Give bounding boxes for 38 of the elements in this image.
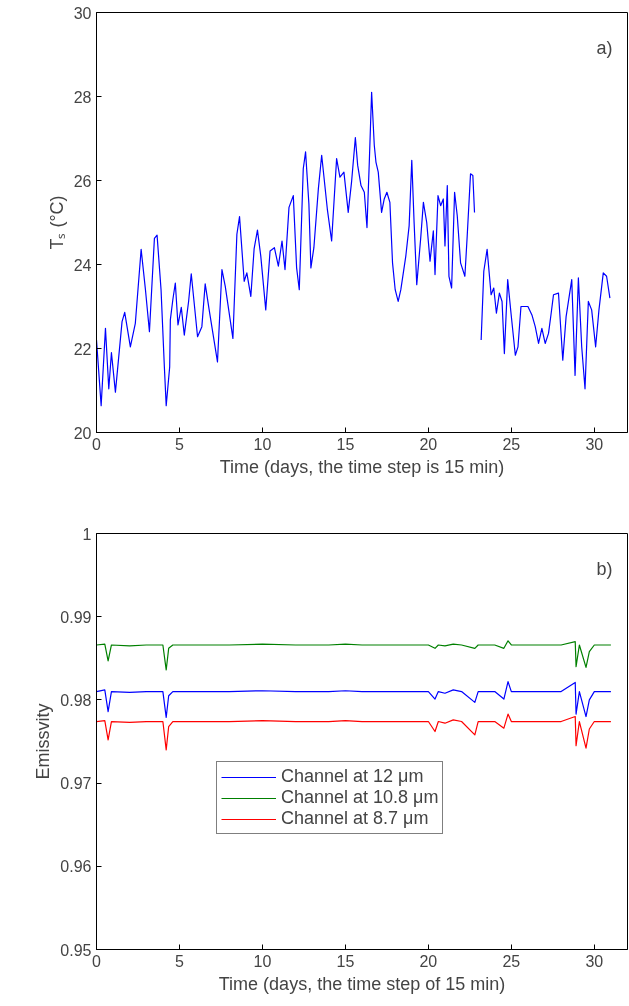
- line-series: [96, 713, 612, 751]
- y-tick-label: 20: [73, 424, 92, 442]
- x-tick-label: 25: [502, 952, 521, 970]
- annotation: b): [596, 558, 613, 579]
- x-tick-label: 10: [253, 952, 272, 970]
- y-tick-label: 24: [73, 256, 92, 274]
- legend-label: Channel at 8.7 μm: [281, 808, 429, 829]
- x-tick-label: 0: [92, 952, 102, 970]
- x-tick-label: 5: [175, 952, 185, 970]
- y-tick-label: 0.99: [60, 608, 92, 626]
- y-tick-label: 0.95: [60, 941, 92, 959]
- y-tick-label: 1: [82, 525, 92, 543]
- line-series: [96, 681, 612, 718]
- legend-label: Channel at 12 μm: [281, 766, 424, 787]
- y-tick-label: 30: [73, 4, 92, 22]
- x-axis-title: Time (days, the time step of 15 min): [218, 973, 506, 994]
- x-tick-label: 30: [585, 952, 604, 970]
- x-tick-label: 0: [92, 435, 102, 453]
- y-tick-label: 26: [73, 172, 92, 190]
- y-tick-label: 28: [73, 88, 92, 106]
- legend-label: Channel at 10.8 μm: [281, 787, 439, 808]
- y-tick-label: 0.98: [60, 691, 92, 709]
- x-tick-label: 25: [502, 435, 521, 453]
- x-tick-label: 15: [336, 952, 355, 970]
- line-series: [96, 640, 612, 671]
- x-tick-label: 5: [175, 435, 185, 453]
- x-tick-label: 20: [419, 435, 438, 453]
- y-axis-title: Emissvity: [33, 703, 54, 780]
- y-tick-label: 0.96: [60, 858, 92, 876]
- x-tick-label: 30: [585, 435, 604, 453]
- annotation: a): [596, 37, 613, 58]
- y-tick-label: 0.97: [60, 775, 92, 793]
- x-tick-label: 10: [253, 435, 272, 453]
- x-tick-label: 20: [419, 952, 438, 970]
- x-axis-title: Time (days, the time step is 15 min): [219, 456, 505, 477]
- x-tick-label: 15: [336, 435, 355, 453]
- y-tick-label: 22: [73, 340, 92, 358]
- y-axis-title: Tₛ (°C): [46, 195, 67, 250]
